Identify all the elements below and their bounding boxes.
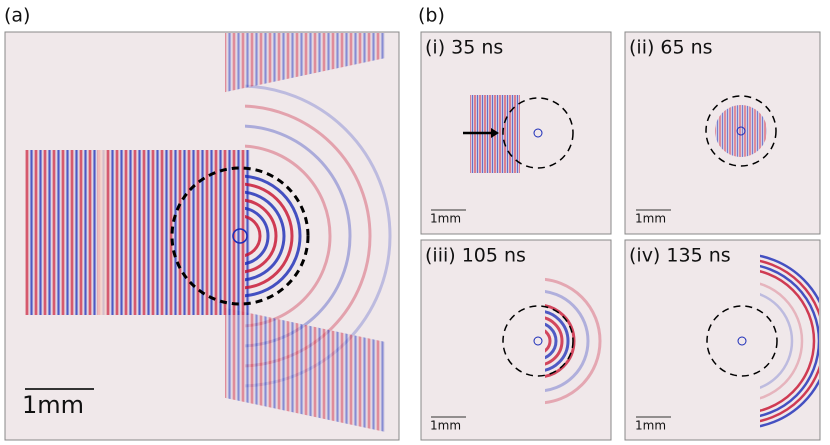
frame [420, 239, 612, 441]
region-circle [502, 97, 574, 169]
scale-bar-label: 1mm [635, 212, 666, 226]
region-circle [706, 305, 778, 377]
scatterer [533, 336, 543, 346]
incident-wave [25, 150, 250, 315]
subpanel-label: (iv) 135 ns [629, 245, 731, 267]
scatterer [736, 126, 746, 136]
subpanel-label: (i) 35 ns [425, 37, 503, 59]
panel-a: 1mm [4, 31, 400, 441]
subpanel: (iii) 105 ns 1mm [420, 239, 612, 441]
wave-artifact [98, 150, 106, 315]
subpanel: (ii) 65 ns 1mm [624, 31, 821, 235]
panel-label: (a) [4, 5, 30, 27]
wave [760, 254, 819, 428]
wave [715, 105, 767, 157]
scatterer [737, 336, 747, 346]
region-circle [705, 95, 777, 167]
subpanel-label: (iii) 105 ns [425, 245, 526, 267]
arrow-head [491, 128, 499, 138]
scale-bar-label: 1mm [430, 419, 461, 433]
scatterer [232, 228, 248, 244]
wave [545, 277, 602, 405]
scattered-wave [225, 33, 392, 432]
scale-bar-label: 1mm [430, 212, 461, 226]
scatterer [533, 128, 543, 138]
subpanel-label: (ii) 65 ns [629, 37, 713, 59]
panel-label: (b) [418, 5, 445, 27]
region-circle [502, 305, 574, 377]
scale-bar-label: 1mm [635, 419, 666, 433]
subpanel: (iv) 135 ns 1mm [624, 239, 821, 441]
subpanel: (i) 35 ns 1mm [420, 31, 612, 235]
region-circle [170, 166, 310, 306]
scale-bar-label: 1mm [22, 391, 84, 419]
